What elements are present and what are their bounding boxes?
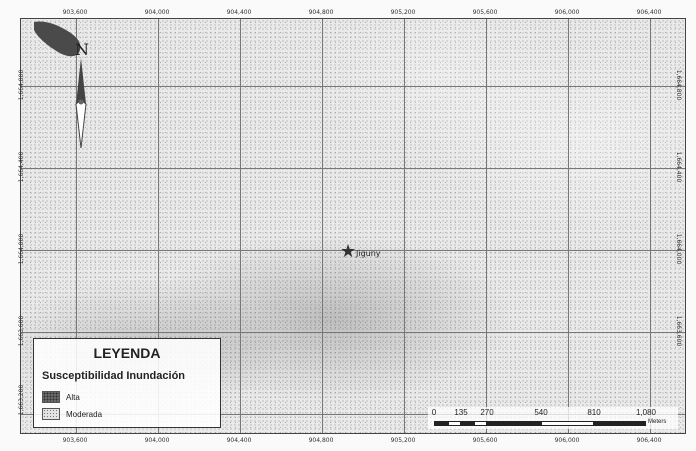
scale-segment: [461, 421, 474, 426]
grid-line: [76, 19, 77, 433]
scale-segment: [487, 421, 541, 426]
water-body: [34, 21, 81, 57]
tick-label: 904,800: [308, 437, 334, 444]
north-arrow-icon: [75, 58, 87, 149]
tick-label: 906,000: [554, 9, 580, 16]
tick-label: 903,600: [62, 9, 88, 16]
legend-item-alta: Alta: [42, 391, 80, 403]
place-label: Jiguny: [356, 249, 381, 258]
scale-label: 270: [480, 408, 494, 417]
grid-line: [322, 19, 323, 433]
tick-label: 1,663,200: [17, 384, 25, 416]
scale-segment: [474, 421, 487, 426]
grid-line: [21, 332, 685, 333]
tick-label: 1,664,400: [17, 151, 25, 183]
legend-label: Alta: [66, 392, 80, 402]
scale-segment: [434, 421, 448, 426]
tick-label: 904,000: [144, 9, 170, 16]
scale-label: 810: [587, 408, 601, 417]
tick-label: 906,000: [554, 437, 580, 444]
scale-segment: [541, 421, 594, 426]
scale-segment: [594, 421, 646, 426]
tick-label: 903,600: [62, 437, 88, 444]
tick-label: 1,664,400: [675, 151, 683, 183]
tick-label: 1,663,600: [675, 315, 683, 347]
tick-label: 1,664,800: [17, 69, 25, 101]
grid-line: [568, 19, 569, 433]
legend-title: LEYENDA: [93, 345, 161, 361]
grid-line: [650, 19, 651, 433]
tick-label: 904,400: [226, 437, 252, 444]
legend-swatch: [42, 391, 60, 403]
tick-label: 904,000: [144, 437, 170, 444]
tick-label: 906,400: [636, 9, 662, 16]
legend-swatch: [42, 408, 60, 420]
tick-label: 904,800: [308, 9, 334, 16]
grid-line: [21, 168, 685, 169]
tick-label: 1,663,600: [17, 315, 25, 347]
tick-label: 1,664,000: [17, 233, 25, 265]
scale-bar: 0 135 270 540 810 1,080 Meters: [428, 407, 678, 429]
scale-label: 135: [454, 408, 468, 417]
north-label: N: [75, 40, 89, 59]
scale-segment: [448, 421, 461, 426]
tick-label: 905,600: [472, 9, 498, 16]
legend-label: Moderada: [66, 409, 103, 419]
grid-line: [404, 19, 405, 433]
grid-line: [486, 19, 487, 433]
legend-subtitle: Susceptibilidad Inundación: [42, 370, 186, 382]
tick-label: 904,400: [226, 9, 252, 16]
tick-label: 1,664,800: [675, 69, 683, 101]
scale-unit: Meters: [648, 419, 667, 425]
scale-label: 0: [431, 408, 437, 417]
tick-label: 905,600: [472, 437, 498, 444]
tick-label: 905,200: [390, 437, 416, 444]
grid-line: [21, 86, 685, 87]
grid-line: [240, 19, 241, 433]
legend: LEYENDA Susceptibilidad Inundación Alta …: [33, 338, 221, 428]
tick-label: 906,400: [636, 437, 662, 444]
tick-label: 1,664,000: [675, 233, 683, 265]
grid-line: [21, 250, 685, 251]
grid-line: [21, 414, 685, 415]
grid-line: [158, 19, 159, 433]
star-icon: ★: [340, 241, 357, 261]
scale-label: 1,080: [635, 408, 657, 417]
legend-item-moderada: Moderada: [42, 408, 102, 420]
tick-label: 905,200: [390, 9, 416, 16]
scale-label: 540: [534, 408, 548, 417]
